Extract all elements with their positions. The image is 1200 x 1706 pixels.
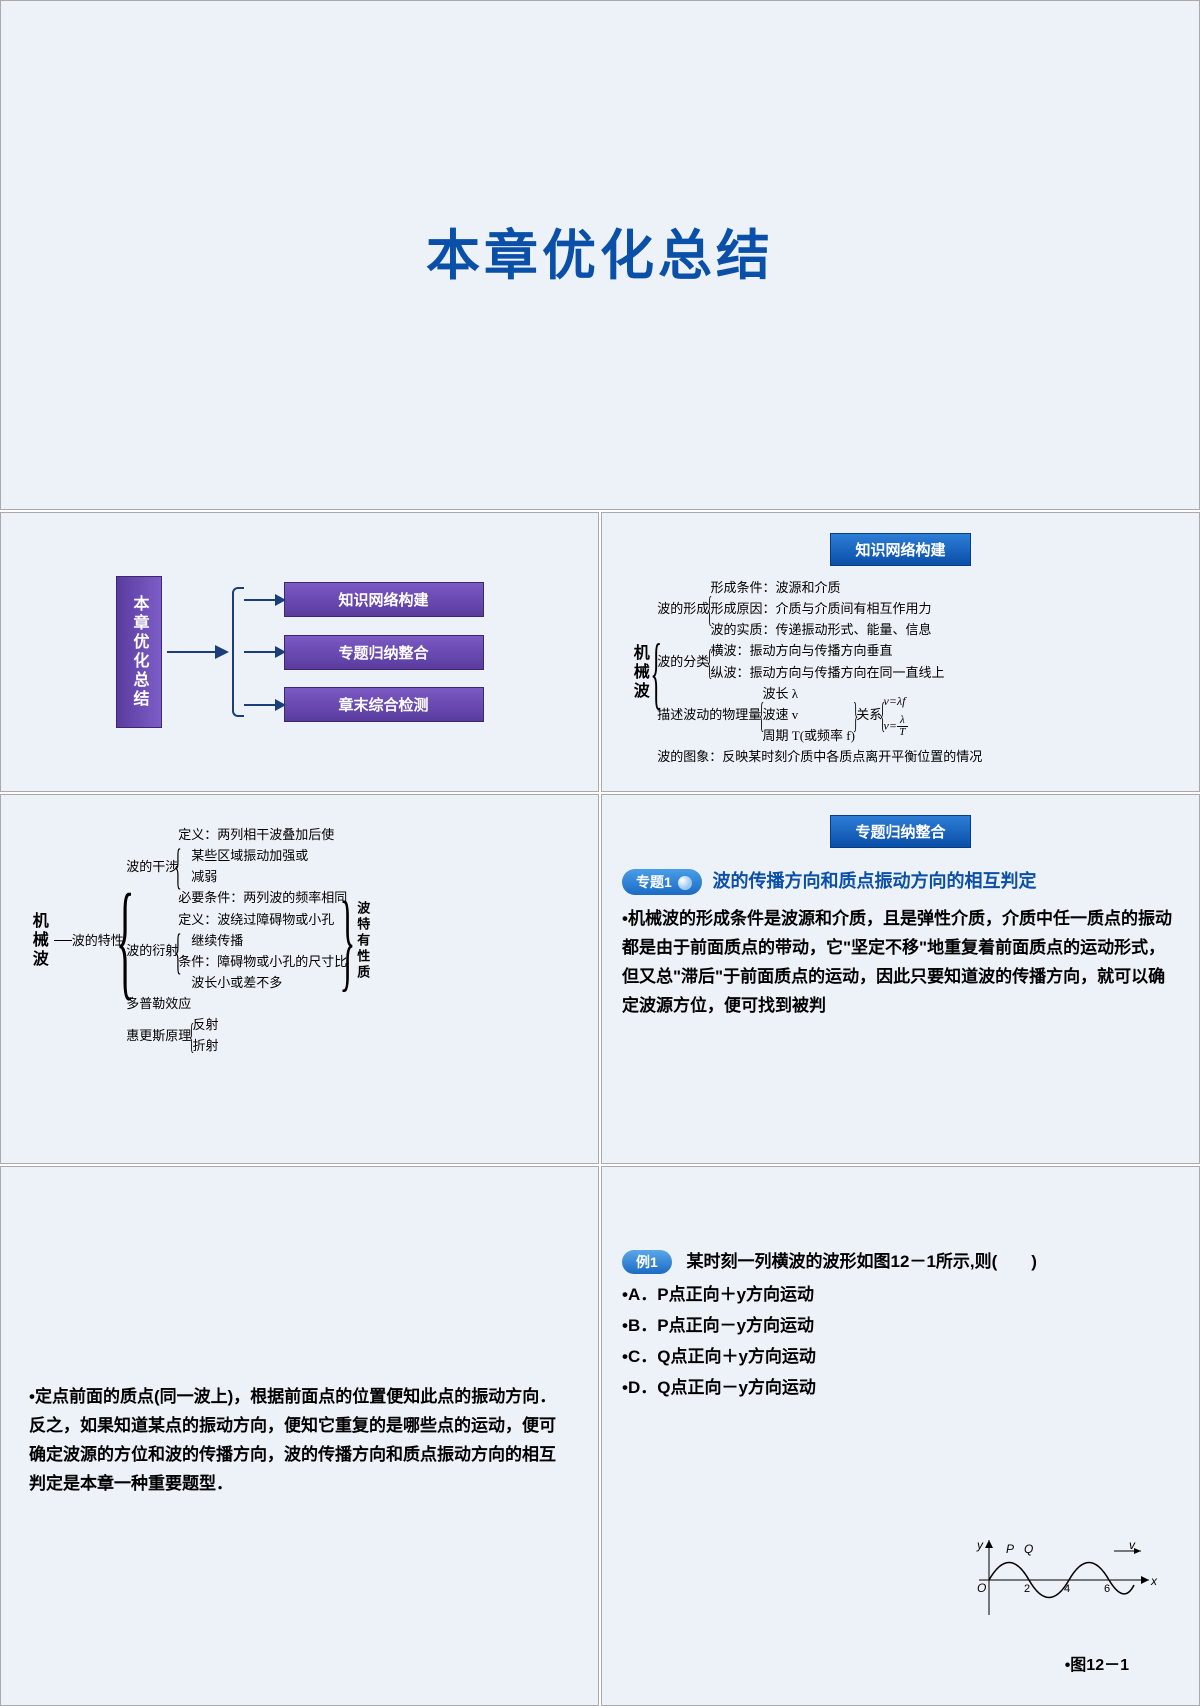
brace-icon: { — [175, 844, 182, 889]
body-text: •定点前面的质点(同一波上)，根据前面点的位置便知此点的振动方向．反之，如果知道… — [29, 1383, 570, 1499]
brace-icon: { — [175, 929, 182, 974]
branch-box: 章末综合检测 — [284, 687, 484, 722]
outline-item: 形成条件：波源和介质 — [711, 578, 932, 598]
branch-box: 知识网络构建 — [284, 582, 484, 617]
brace-icon: } — [340, 891, 356, 990]
section-header: 知识网络构建 — [830, 533, 970, 566]
slide-knowledge-network: 知识网络构建 机械波 { 波的形成 { 形成条件：波源和介质 形成原因：介质与介… — [601, 512, 1200, 792]
outline-item: 继续传播 — [178, 931, 347, 951]
example-badge: 例1 — [622, 1250, 672, 1274]
section-header: 专题归纳整合 — [830, 815, 970, 848]
outline-item: 周期 T(或频率 f) — [763, 726, 855, 746]
main-title: 本章优化总结 — [426, 211, 774, 290]
svg-text:Q: Q — [1024, 1542, 1033, 1556]
outline-label: 波的图象：反映某时刻介质中各质点离开平衡位置的情况 — [657, 747, 982, 767]
svg-text:x: x — [1150, 1574, 1158, 1588]
branch-column: 知识网络构建 专题归纳整合 章末综合检测 — [244, 582, 484, 722]
relation-label: 关系 — [856, 705, 882, 725]
brace-icon: { — [116, 882, 135, 999]
arrow-icon — [244, 704, 284, 706]
outline-item: 波速 v — [763, 705, 855, 725]
figure-caption: •图12－1 — [1065, 1651, 1129, 1675]
outline-item: 减弱 — [178, 867, 347, 887]
svg-text:P: P — [1006, 1542, 1014, 1556]
brace-icon: { — [759, 699, 764, 731]
outline-item: 纵波：振动方向与传播方向在同一直线上 — [711, 663, 945, 683]
outline-item: 定义：波绕过障碍物或小孔 — [178, 910, 347, 930]
slide-body-continued: •定点前面的质点(同一波上)，根据前面点的位置便知此点的振动方向．反之，如果知道… — [0, 1166, 599, 1706]
outline-tree: 机械波 { 波的形成 { 形成条件：波源和介质 形成原因：介质与介质间有相互作用… — [622, 578, 1179, 767]
svg-text:y: y — [976, 1538, 984, 1552]
outline-label: 多普勒效应 — [126, 994, 191, 1014]
outline-label: 波的形成 — [657, 599, 709, 619]
outline-item: 波的实质：传递振动形式、能量、信息 — [711, 620, 932, 640]
svg-text:O: O — [977, 1581, 986, 1595]
outline-label: 描述波动的物理量 — [657, 705, 761, 725]
outline-label: 惠更斯原理 — [126, 1026, 191, 1046]
option-b: •B．P点正向－y方向运动 — [622, 1311, 1179, 1336]
option-c: •C．Q点正向＋y方向运动 — [622, 1342, 1179, 1367]
outline-item: 波长 λ — [763, 684, 855, 704]
outline-item: 反射 — [193, 1015, 219, 1035]
slide-example-1: 例1 某时刻一列横波的波形如图12－1所示,则( ) •A．P点正向＋y方向运动… — [601, 1166, 1200, 1706]
brace-icon: { — [880, 699, 885, 731]
wave-figure: y x O 2 4 6 P Q v — [969, 1535, 1159, 1625]
outline-item: 必要条件：两列波的频率相同 — [178, 888, 347, 908]
slide-wave-properties: 机械波 波的特性 { 波的干涉 { 定义：两列相干波叠加后使 某些区域振动加强或… — [0, 794, 599, 1164]
slide-topic-1: 专题归纳整合 专题1 波的传播方向和质点振动方向的相互判定 •机械波的形成条件是… — [601, 794, 1200, 1164]
svg-text:2: 2 — [1024, 1583, 1030, 1595]
brace-icon: } — [853, 699, 858, 731]
svg-text:6: 6 — [1104, 1583, 1110, 1595]
outline-item: 波长小或差不多 — [178, 973, 347, 993]
arrow-icon — [244, 599, 284, 601]
relation-formula: v=λf — [884, 692, 908, 711]
slide-title: 本章优化总结 — [0, 0, 1200, 510]
outline-item: 横波：振动方向与传播方向垂直 — [711, 641, 945, 661]
outline-item: 某些区域振动加强或 — [178, 846, 347, 866]
outline-item: 折射 — [193, 1036, 219, 1056]
svg-text:4: 4 — [1064, 1583, 1070, 1595]
outline-label: 波的分类 — [657, 652, 709, 672]
body-text: •机械波的形成条件是波源和介质，且是弹性介质，介质中任一质点的振动都是由于前面质… — [622, 905, 1179, 1021]
brace-icon: { — [707, 593, 712, 625]
topic-badge: 专题1 — [622, 869, 702, 895]
outline-item: 定义：两列相干波叠加后使 — [178, 825, 347, 845]
branch-box: 专题归纳整合 — [284, 635, 484, 670]
brace-icon: { — [707, 646, 712, 678]
example-stem: 某时刻一列横波的波形如图12－1所示,则( ) — [687, 1252, 1037, 1271]
relation-formula: v=λT — [884, 715, 908, 738]
brace-icon: { — [650, 637, 662, 709]
outline-root: 机械波 — [21, 912, 54, 969]
topic-title: 波的传播方向和质点振动方向的相互判定 — [713, 871, 1037, 891]
slide-structure-diagram: 本章优化总结 知识网络构建 专题归纳整合 章末综合检测 — [0, 512, 599, 792]
arrow-icon — [244, 651, 284, 653]
option-a: •A．P点正向＋y方向运动 — [622, 1280, 1179, 1305]
outline-item: 形成原因：介质与介质间有相互作用力 — [711, 599, 932, 619]
arrow-icon — [167, 651, 227, 653]
brace-icon: { — [189, 1020, 194, 1052]
outline-item: 条件：障碍物或小孔的尺寸比 — [178, 952, 347, 972]
option-d: •D．Q点正向－y方向运动 — [622, 1373, 1179, 1398]
outline-tree: 机械波 波的特性 { 波的干涉 { 定义：两列相干波叠加后使 某些区域振动加强或… — [21, 825, 578, 1057]
diagram-root: 本章优化总结 — [116, 576, 162, 728]
